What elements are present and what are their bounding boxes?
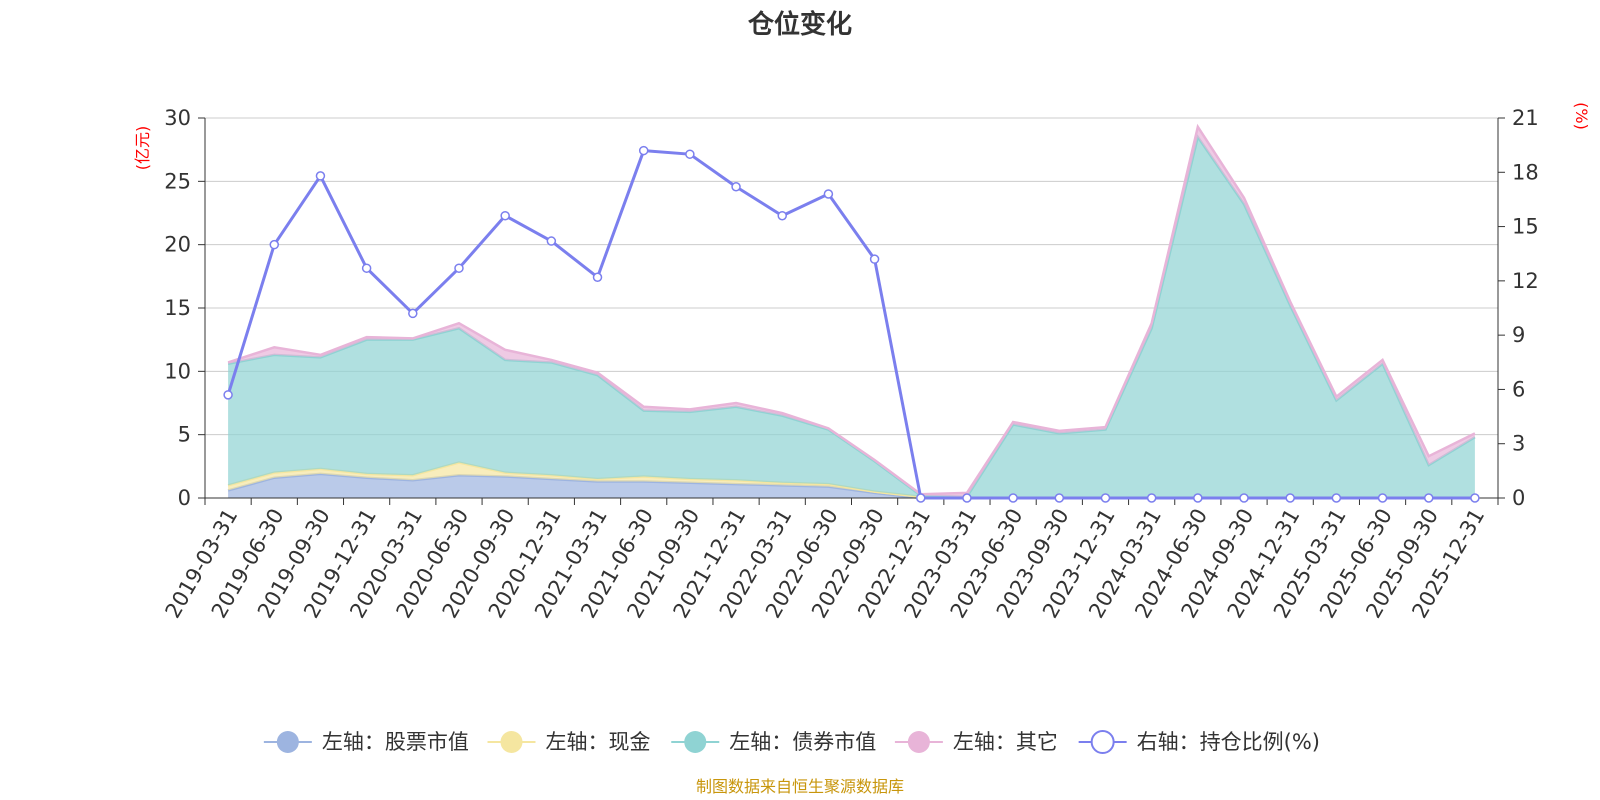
legend-label: 左轴：债券市值 — [729, 730, 876, 754]
ratio-line-point — [223, 390, 233, 400]
left-axis-tick-label: 20 — [164, 233, 191, 257]
left-axis-tick-label: 25 — [164, 169, 191, 193]
left-axis-tick-label: 0 — [178, 486, 191, 510]
right-axis-tick-label: 3 — [1512, 432, 1525, 456]
ratio-line-point — [1470, 493, 1480, 503]
legend-label: 左轴：股票市值 — [322, 730, 469, 754]
ratio-line-point — [1239, 493, 1249, 503]
legend-marker-circle — [907, 731, 930, 753]
ratio-line-point — [638, 145, 649, 156]
left-axis-unit: (亿元) — [133, 126, 152, 171]
right-axis-tick-label: 18 — [1512, 160, 1539, 184]
area-edge-series-4 — [227, 123, 1476, 496]
ratio-line-point — [962, 493, 972, 503]
data-source-note: 制图数据来自恒生聚源数据库 — [696, 777, 904, 796]
legend-item-1: 左轴：股票市值 — [263, 730, 469, 754]
ratio-line-point — [1054, 493, 1065, 503]
position-ratio-line — [223, 145, 1480, 503]
legend-label: 右轴：持仓比例(%) — [1137, 730, 1320, 754]
ratio-line-point — [500, 210, 510, 221]
legend-marker-circle — [684, 731, 707, 753]
legend-marker-circle — [500, 731, 523, 753]
left-axis-tick-label: 5 — [178, 423, 191, 447]
ratio-line-point — [731, 182, 741, 192]
legend-label: 左轴：现金 — [546, 730, 651, 754]
ratio-line-point — [315, 171, 326, 181]
right-axis-tick-label: 9 — [1512, 323, 1525, 347]
ratio-line-point — [454, 263, 464, 273]
right-axis-tick-label: 15 — [1512, 215, 1539, 239]
right-axis-unit: (%) — [1572, 102, 1591, 130]
ratio-line-point — [1423, 493, 1434, 503]
right-axis-tick-label: 21 — [1512, 106, 1539, 130]
ratio-line-point — [592, 272, 603, 282]
legend-item-5: 右轴：持仓比例(%) — [1078, 730, 1320, 754]
ratio-line-point — [777, 210, 787, 221]
ratio-line-point — [823, 189, 834, 199]
legend-label: 左轴：其它 — [953, 730, 1058, 754]
ratio-line-point — [269, 239, 280, 250]
ratio-line-point — [1377, 493, 1388, 503]
area-series-3 — [228, 137, 1475, 498]
ratio-line-point — [1100, 493, 1111, 503]
ratio-line-point — [916, 493, 926, 503]
left-axis-tick-label: 30 — [164, 106, 191, 130]
ratio-line-point — [1146, 493, 1157, 503]
ratio-line-point — [361, 263, 372, 273]
ratio-line-point — [408, 308, 418, 319]
legend-marker-circle — [1090, 730, 1115, 754]
left-axis-tick-label: 10 — [164, 359, 191, 383]
right-axis-tick-label: 0 — [1512, 486, 1525, 510]
ratio-line-point — [869, 254, 880, 264]
chart-title: 仓位变化 — [747, 9, 852, 40]
ratio-line-point — [546, 236, 557, 246]
ratio-line-path — [226, 149, 1475, 500]
right-axis-tick-label: 12 — [1512, 269, 1539, 293]
ratio-line-point — [1193, 493, 1203, 503]
right-axis-tick-label: 6 — [1512, 377, 1525, 401]
legend-marker-circle — [276, 731, 299, 753]
ratio-line-point — [1331, 493, 1342, 503]
legend-item-3: 左轴：债券市值 — [671, 730, 876, 754]
ratio-line-point — [1285, 493, 1295, 503]
left-axis-tick-label: 15 — [164, 296, 191, 320]
ratio-line-point — [685, 149, 695, 159]
legend-item-4: 左轴：其它 — [894, 730, 1058, 754]
ratio-line-point — [1008, 493, 1018, 503]
area-series-1 — [228, 473, 1475, 498]
legend: 左轴：股票市值 左轴：现金 左轴：债券市值 左轴：其它 右轴：持仓比例(%) — [263, 730, 1320, 754]
legend-item-2: 左轴：现金 — [487, 730, 651, 754]
